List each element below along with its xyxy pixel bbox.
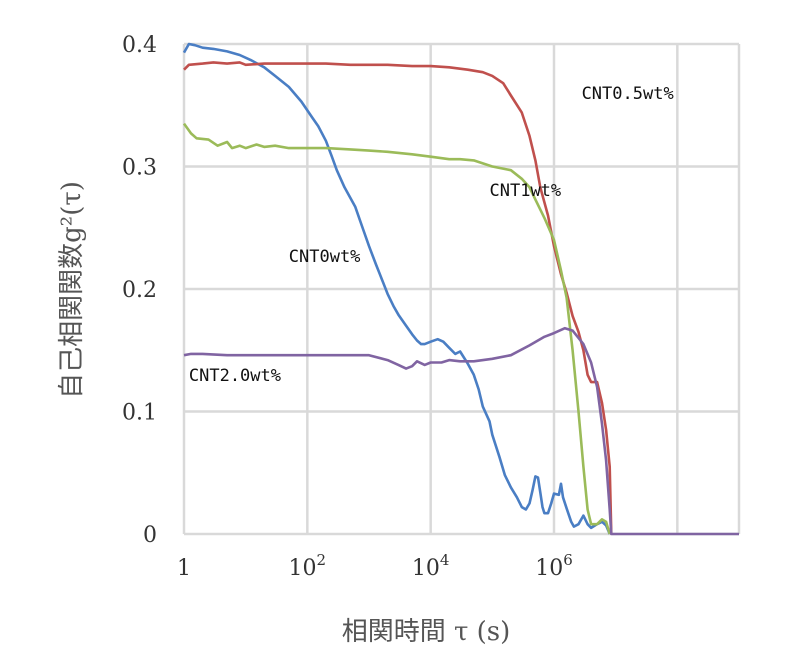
series-line-cnt20wt [183, 326, 739, 536]
series-label: CNT2.0wt% [189, 366, 281, 386]
x-tick-label: 104 [412, 551, 450, 581]
series-label: CNT0.5wt% [582, 84, 674, 104]
y-tick-label: 0.1 [122, 401, 157, 426]
x-axis-title: 相関時間 τ (s) [342, 617, 511, 647]
y-tick-label: 0.4 [122, 33, 157, 58]
y-tick-label: 0.3 [122, 156, 157, 181]
y-tick-label: 0.2 [122, 278, 157, 303]
x-tick-label: 1 [177, 556, 191, 581]
series-line-cnt05wt [183, 61, 613, 535]
x-tick-label: 106 [535, 551, 573, 581]
series-line-cnt0wt [182, 42, 611, 535]
series-label: CNT0wt% [289, 247, 361, 267]
y-axis-title: 自己相関関数g²(τ) [57, 181, 87, 399]
y-tick-labels: 0 0.1 0.2 0.3 0.4 [122, 33, 157, 548]
series-line-cnt1wt [182, 122, 611, 535]
series-lines [182, 42, 739, 536]
series-labels: CNT0.5wt% CNT1wt% CNT0wt% CNT2.0wt% [189, 84, 674, 386]
x-tick-labels: 1 102 104 106 [177, 551, 573, 581]
grid-lines [182, 42, 741, 536]
y-tick-label: 0 [143, 523, 157, 548]
x-tick-label: 102 [289, 551, 327, 581]
series-label: CNT1wt% [490, 181, 562, 201]
